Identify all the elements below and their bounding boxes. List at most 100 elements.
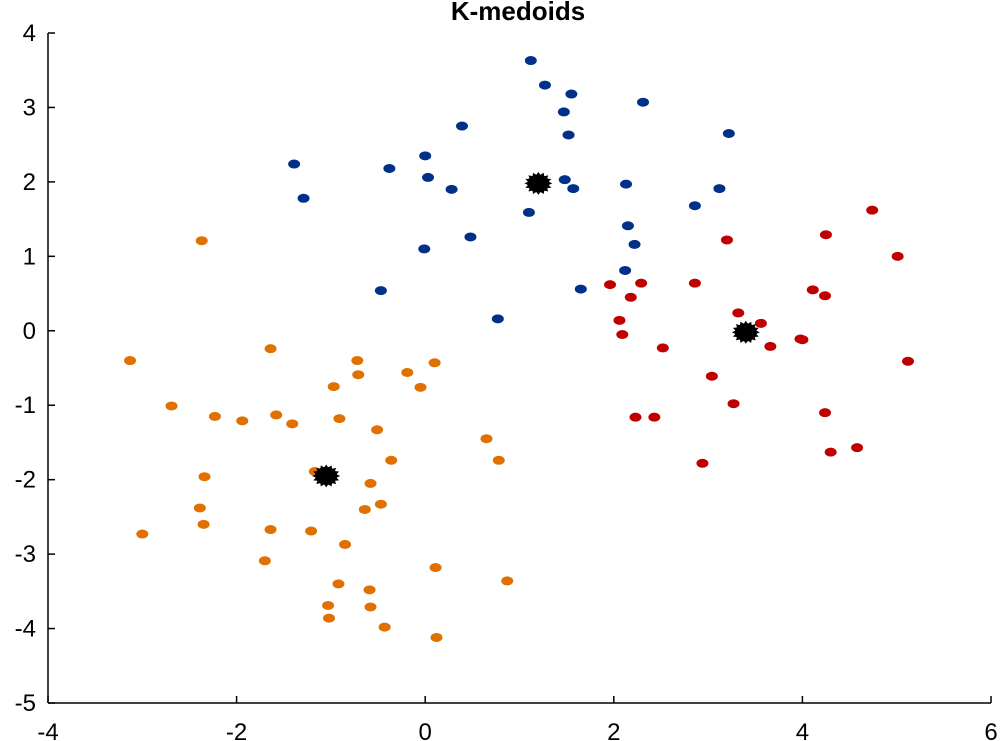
data-point <box>491 314 504 324</box>
data-point <box>819 230 832 240</box>
data-point <box>819 408 832 418</box>
data-point <box>732 308 745 318</box>
data-point <box>628 239 641 249</box>
data-point <box>574 284 587 294</box>
data-point <box>524 56 537 66</box>
x-tick-label: 4 <box>796 719 809 741</box>
data-point <box>258 556 271 566</box>
data-point <box>339 539 352 549</box>
data-point <box>621 221 634 231</box>
data-point <box>374 499 387 509</box>
x-tick-label: 6 <box>984 719 997 741</box>
data-point <box>428 358 441 368</box>
data-point <box>124 356 137 366</box>
data-point <box>327 382 340 392</box>
data-point <box>418 244 431 254</box>
axes <box>47 33 991 704</box>
data-point <box>891 251 904 261</box>
y-tick-label: 0 <box>23 318 36 345</box>
data-point <box>902 356 915 366</box>
chart-title: K-medoids <box>451 0 585 26</box>
data-point <box>136 529 149 539</box>
data-point <box>374 286 387 296</box>
medoid-marker <box>524 171 553 195</box>
data-point <box>414 382 427 392</box>
data-point <box>522 207 535 217</box>
y-tick-label: -3 <box>15 541 36 568</box>
data-point <box>727 399 740 409</box>
data-point <box>264 344 277 354</box>
data-points <box>124 56 915 642</box>
series-cluster-2 <box>604 205 915 468</box>
data-point <box>352 370 365 380</box>
data-point <box>629 412 642 422</box>
x-tick-label: 2 <box>607 719 620 741</box>
data-point <box>565 89 578 99</box>
data-point <box>501 576 514 586</box>
x-tick-label: 0 <box>419 719 432 741</box>
data-point <box>824 447 837 457</box>
data-point <box>371 425 384 435</box>
data-point <box>619 265 632 275</box>
medoid-marker <box>312 464 341 488</box>
data-point <box>557 107 570 117</box>
data-point <box>688 201 701 211</box>
data-point <box>637 97 650 107</box>
data-point <box>558 175 571 185</box>
data-point <box>796 335 809 345</box>
medoid-core <box>734 323 757 342</box>
data-point <box>270 410 283 420</box>
data-point <box>236 416 249 426</box>
y-tick-label: 3 <box>23 94 36 121</box>
data-point <box>286 419 299 429</box>
data-point <box>401 367 414 377</box>
data-point <box>851 443 864 453</box>
data-point <box>363 585 376 595</box>
y-tick-label: -4 <box>15 616 36 643</box>
data-point <box>198 472 211 482</box>
y-tick-label: -5 <box>15 690 36 717</box>
data-point <box>713 184 726 194</box>
x-tick-label: -4 <box>37 719 58 741</box>
data-point <box>480 434 493 444</box>
data-point <box>378 622 391 632</box>
data-point <box>297 193 310 203</box>
data-point <box>383 163 396 173</box>
y-tick-label: 1 <box>23 243 36 270</box>
data-point <box>208 411 221 421</box>
data-point <box>288 159 301 169</box>
data-point <box>648 412 661 422</box>
data-point <box>197 519 210 529</box>
data-point <box>635 278 648 288</box>
data-point <box>264 525 277 535</box>
data-point <box>165 401 178 411</box>
data-point <box>722 129 735 138</box>
data-point <box>358 504 371 514</box>
data-point <box>688 278 701 288</box>
series-cluster-3 <box>124 236 514 642</box>
data-point <box>430 632 443 642</box>
medoid-markers <box>312 171 760 488</box>
data-point <box>705 371 718 381</box>
data-point <box>351 356 364 366</box>
data-point <box>422 172 435 182</box>
y-tick-label: 4 <box>23 20 36 47</box>
data-point <box>195 236 208 246</box>
data-point <box>445 184 458 194</box>
medoid-core <box>527 174 550 193</box>
data-point <box>429 563 442 573</box>
data-point <box>604 280 617 290</box>
data-point <box>464 232 477 242</box>
data-point <box>613 315 626 325</box>
data-point <box>385 455 398 465</box>
data-point <box>754 318 767 328</box>
data-point <box>616 330 629 339</box>
series-cluster-1 <box>288 56 735 324</box>
y-tick-label: 2 <box>23 169 36 196</box>
data-point <box>322 600 335 610</box>
data-point <box>193 503 206 513</box>
data-point <box>562 130 575 140</box>
data-point <box>305 526 318 536</box>
data-point <box>567 184 580 194</box>
